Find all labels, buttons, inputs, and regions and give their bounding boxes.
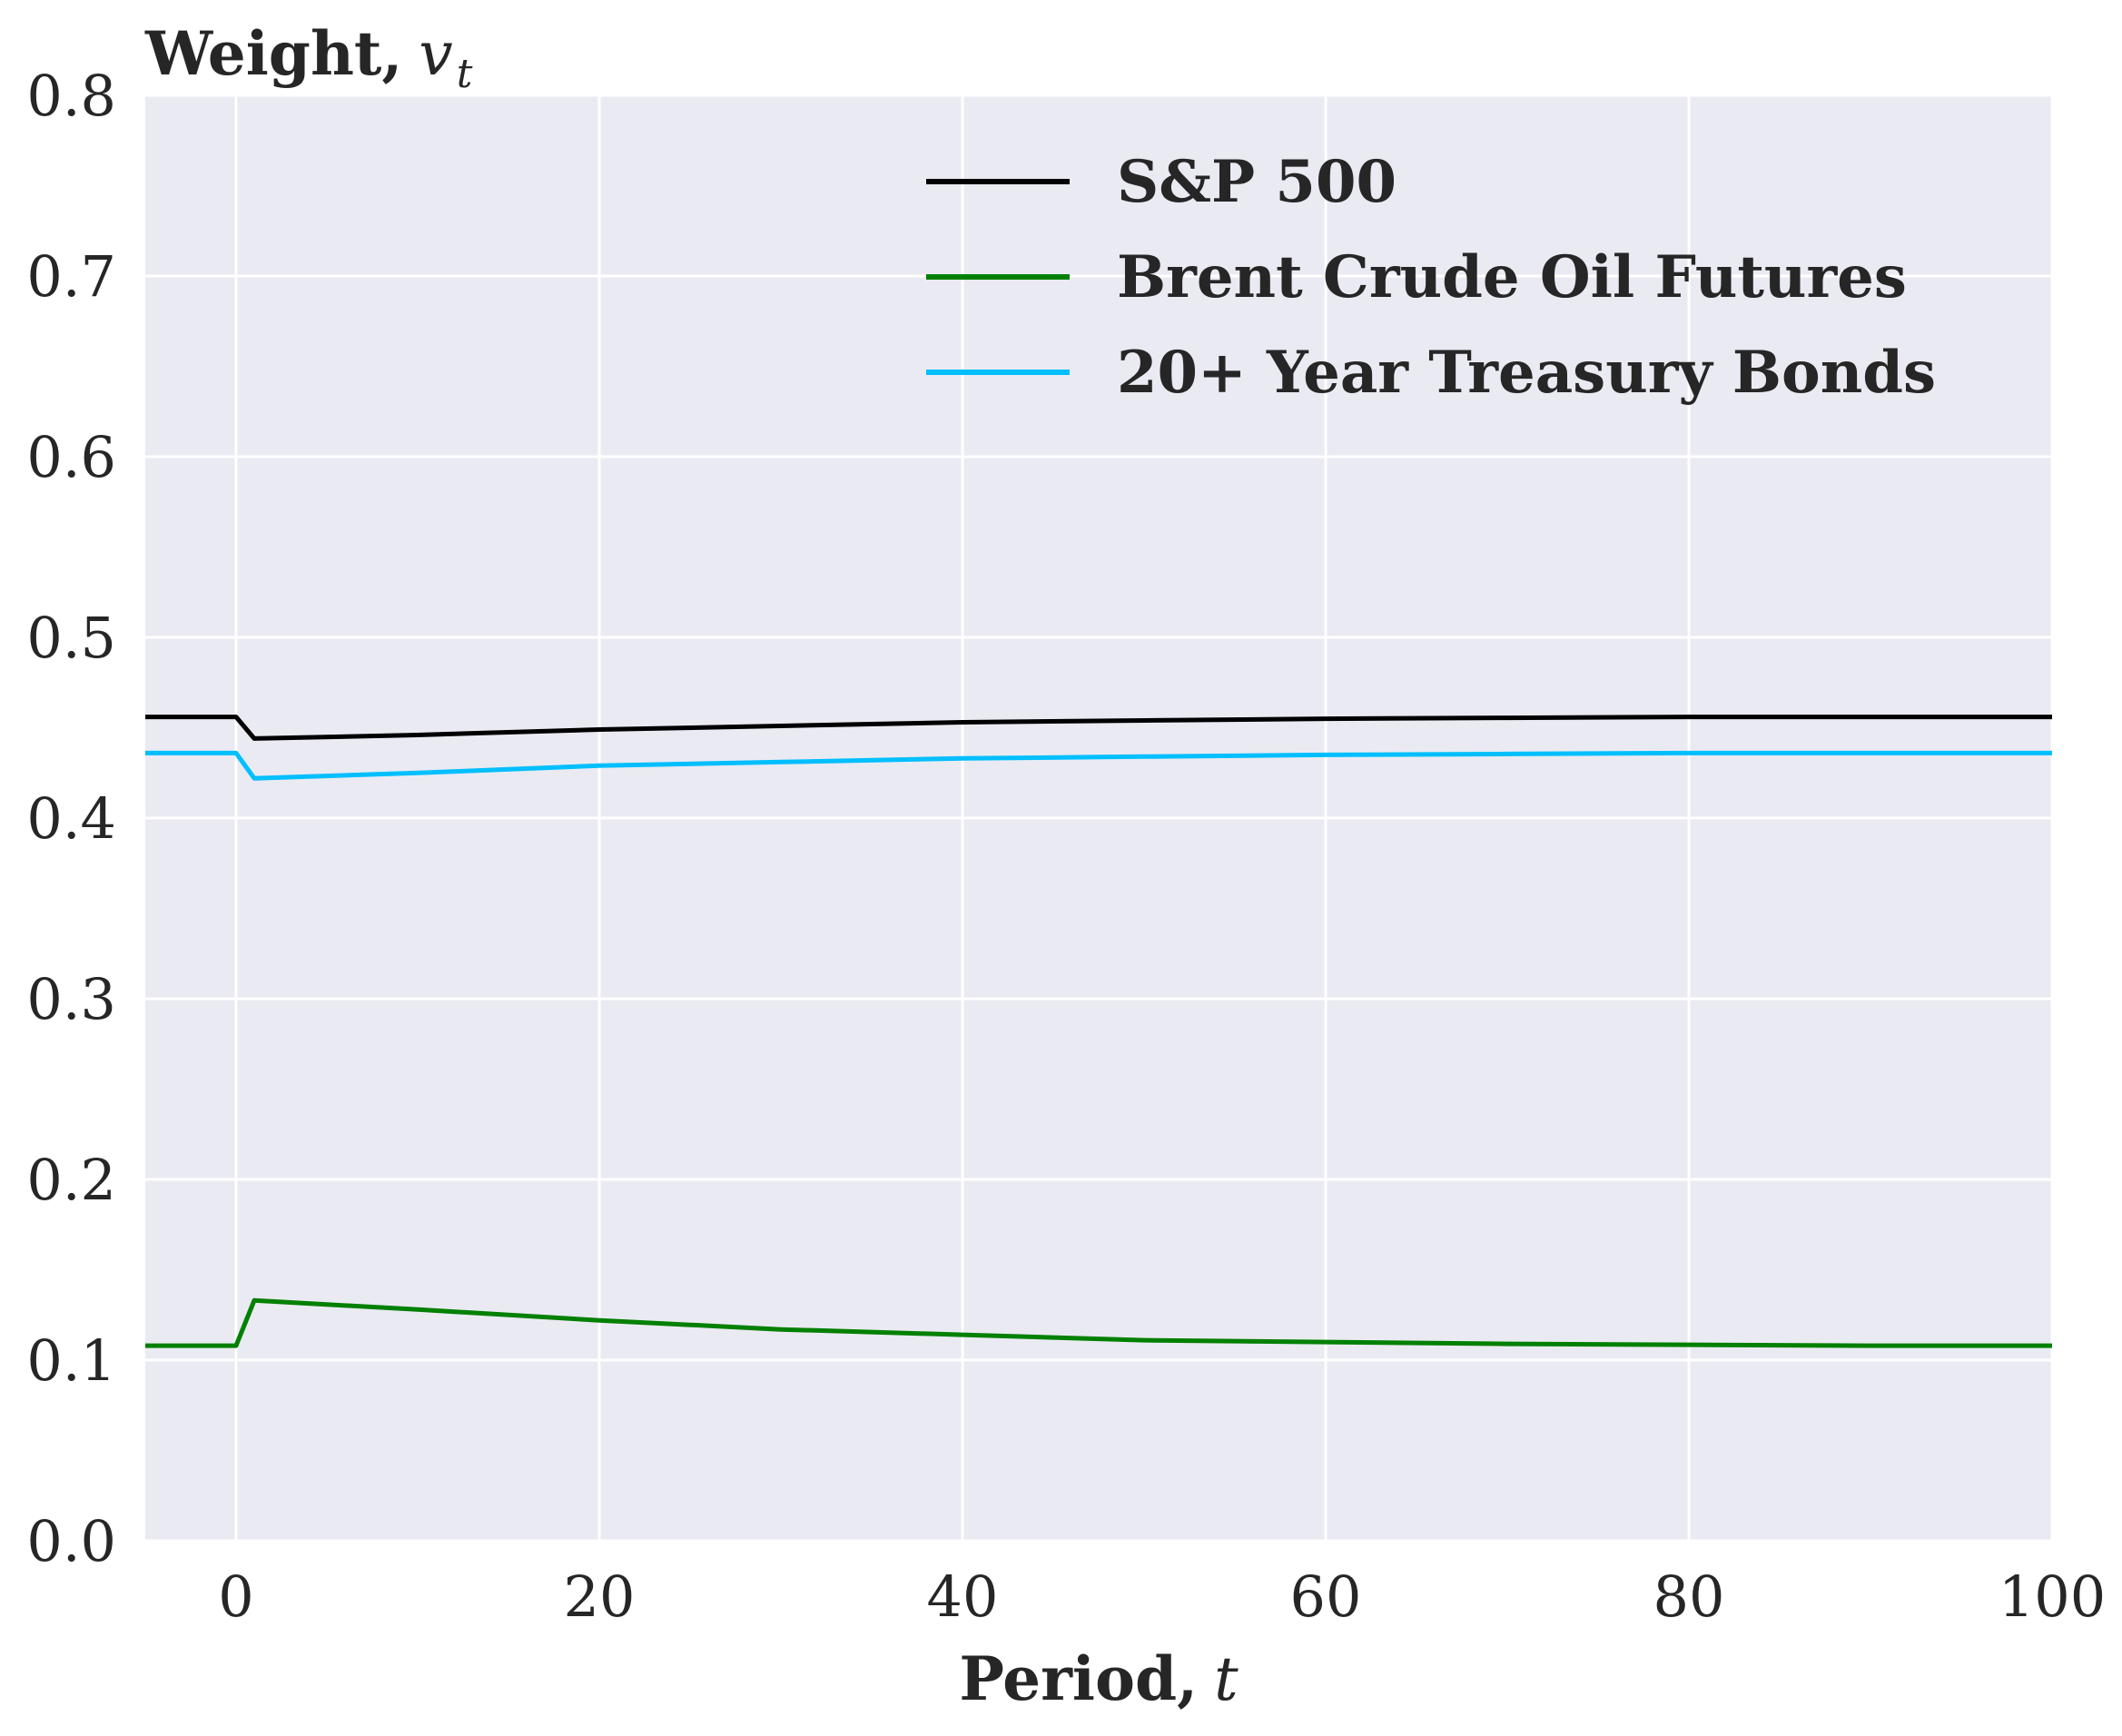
grid bbox=[145, 94, 2054, 1543]
legend-label-2: 20+ Year Treasury Bonds bbox=[1117, 339, 1936, 407]
x-tick-label: 100 bbox=[1999, 1563, 2106, 1630]
series-line-2 bbox=[145, 750, 2052, 781]
series-line-0 bbox=[145, 715, 2052, 741]
x-tick-label: 40 bbox=[927, 1563, 999, 1630]
y-axis-title: Weight, v t bbox=[144, 18, 473, 97]
y-tick-label: 0.7 bbox=[26, 243, 116, 310]
y-tick-label: 0.2 bbox=[26, 1147, 116, 1213]
y-tick-label: 0.6 bbox=[26, 424, 116, 490]
x-axis-label: Period, bbox=[959, 1643, 1198, 1714]
y-axis-label: Weight, bbox=[144, 18, 402, 89]
x-axis-var: t bbox=[1214, 1644, 1239, 1714]
y-tick-label: 0.1 bbox=[26, 1327, 116, 1394]
x-tick-label: 80 bbox=[1653, 1563, 1725, 1630]
y-tick-label: 0.0 bbox=[26, 1508, 116, 1574]
x-axis-title: Period, t bbox=[959, 1643, 1239, 1714]
series-line-1 bbox=[145, 1297, 2052, 1348]
x-tick-label: 60 bbox=[1290, 1563, 1362, 1630]
y-tick-label: 0.3 bbox=[26, 966, 116, 1032]
y-axis-ticks: 0.0 0.1 0.2 0.3 0.4 0.5 0.6 0.7 0.8 bbox=[26, 63, 116, 1574]
legend-label-0: S&P 500 bbox=[1117, 148, 1397, 216]
y-axis-var: v bbox=[419, 19, 452, 89]
y-tick-label: 0.5 bbox=[26, 605, 116, 671]
series-lines bbox=[145, 715, 2052, 1348]
legend: S&P 500 Brent Crude Oil Futures 20+ Year T… bbox=[926, 148, 1936, 407]
x-tick-label: 0 bbox=[218, 1563, 253, 1630]
y-axis-var-sub: t bbox=[457, 51, 473, 97]
y-tick-label: 0.4 bbox=[26, 785, 116, 852]
legend-label-1: Brent Crude Oil Futures bbox=[1117, 243, 1907, 311]
y-tick-label: 0.8 bbox=[26, 63, 116, 129]
x-tick-label: 20 bbox=[564, 1563, 636, 1630]
x-axis-ticks: 0 20 40 60 80 100 bbox=[218, 1563, 2106, 1630]
